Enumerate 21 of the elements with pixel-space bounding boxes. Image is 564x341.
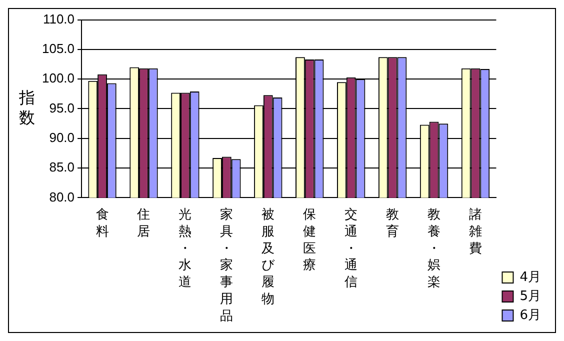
x-tick-label: 諸雑費 — [468, 208, 482, 256]
x-tick-label: 家具・家事用品 — [220, 206, 234, 324]
x-tick-label: 保健医療 — [303, 208, 316, 274]
legend-label: 5月 — [520, 288, 542, 304]
x-tick-label: 住居 — [136, 208, 150, 240]
x-tick-label: 教育 — [386, 208, 400, 240]
x-tick-label: 光熱・水道 — [178, 208, 192, 290]
y-tick-label: 105.0 — [42, 41, 75, 56]
legend-label: 4月 — [520, 270, 542, 285]
x-tick-label: 被服及び履物 — [262, 208, 276, 308]
legend-label: 6月 — [520, 308, 542, 323]
x-tick-label: 交通・通信 — [344, 206, 358, 290]
y-tick-label: 80.0 — [49, 189, 75, 204]
y-axis-title: 指数 — [18, 88, 35, 127]
y-tick-label: 95.0 — [49, 100, 75, 116]
y-tick-label: 85.0 — [49, 160, 75, 175]
x-tick-label: 教養・娯楽 — [428, 208, 441, 290]
y-tick-label: 110.0 — [42, 11, 75, 26]
y-tick-label: 90.0 — [49, 130, 75, 145]
y-tick-label: 100.0 — [42, 70, 75, 86]
x-tick-label: 食料 — [96, 208, 109, 240]
